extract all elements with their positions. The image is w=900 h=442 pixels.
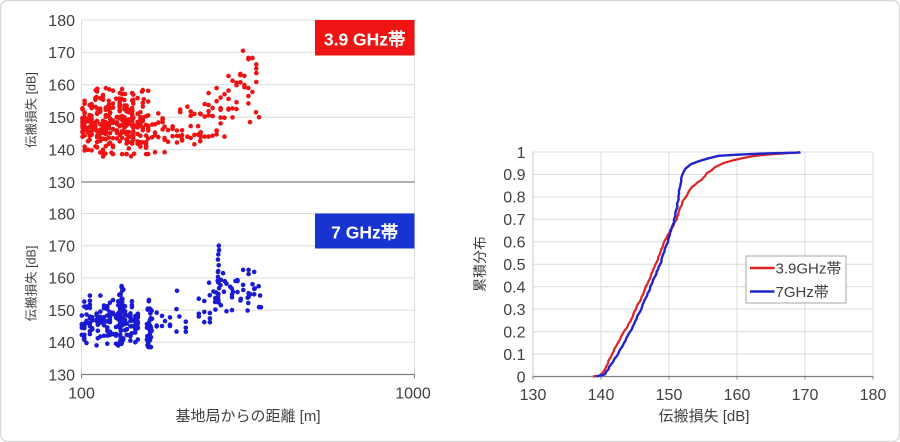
svg-text:180: 180 [860,387,887,404]
svg-text:150: 150 [48,303,75,320]
svg-text:180: 180 [48,13,75,30]
svg-text:160: 160 [48,271,75,288]
svg-text:0.6: 0.6 [503,235,525,252]
svg-text:150: 150 [48,110,75,127]
svg-text:130: 130 [520,387,547,404]
svg-text:160: 160 [724,387,751,404]
svg-text:0.3: 0.3 [503,302,525,319]
svg-text:160: 160 [48,78,75,95]
svg-text:伝搬損失 [dB]: 伝搬損失 [dB] [659,408,750,425]
svg-text:3.9 GHz帯: 3.9 GHz帯 [324,29,406,49]
svg-text:1000: 1000 [395,385,431,402]
svg-text:150: 150 [656,387,683,404]
svg-text:140: 140 [48,335,75,352]
svg-text:130: 130 [48,367,75,384]
svg-text:170: 170 [48,45,75,62]
svg-text:3.9GHz帯: 3.9GHz帯 [776,261,842,278]
svg-text:基地局からの距離 [m]: 基地局からの距離 [m] [176,407,321,425]
svg-text:0.4: 0.4 [503,279,525,296]
svg-text:伝搬損失 [dB]: 伝搬損失 [dB] [24,72,39,148]
svg-text:伝搬損失 [dB]: 伝搬損失 [dB] [24,246,39,322]
svg-text:170: 170 [792,387,819,404]
svg-text:1: 1 [517,145,526,162]
svg-text:140: 140 [48,142,75,159]
svg-text:0.5: 0.5 [503,257,525,274]
svg-text:累積分布: 累積分布 [472,236,488,292]
svg-text:170: 170 [48,238,75,255]
svg-text:140: 140 [588,387,615,404]
svg-text:0.7: 0.7 [503,212,525,229]
svg-text:0.9: 0.9 [503,167,525,184]
svg-text:7 GHz帯: 7 GHz帯 [331,223,398,243]
svg-text:0: 0 [517,369,526,386]
svg-text:130: 130 [48,175,75,192]
svg-text:0.1: 0.1 [503,347,525,364]
svg-text:0.8: 0.8 [503,190,525,207]
svg-text:180: 180 [48,206,75,223]
svg-text:7GHz帯: 7GHz帯 [776,284,829,301]
svg-text:100: 100 [68,385,95,402]
svg-text:0.2: 0.2 [503,324,525,341]
